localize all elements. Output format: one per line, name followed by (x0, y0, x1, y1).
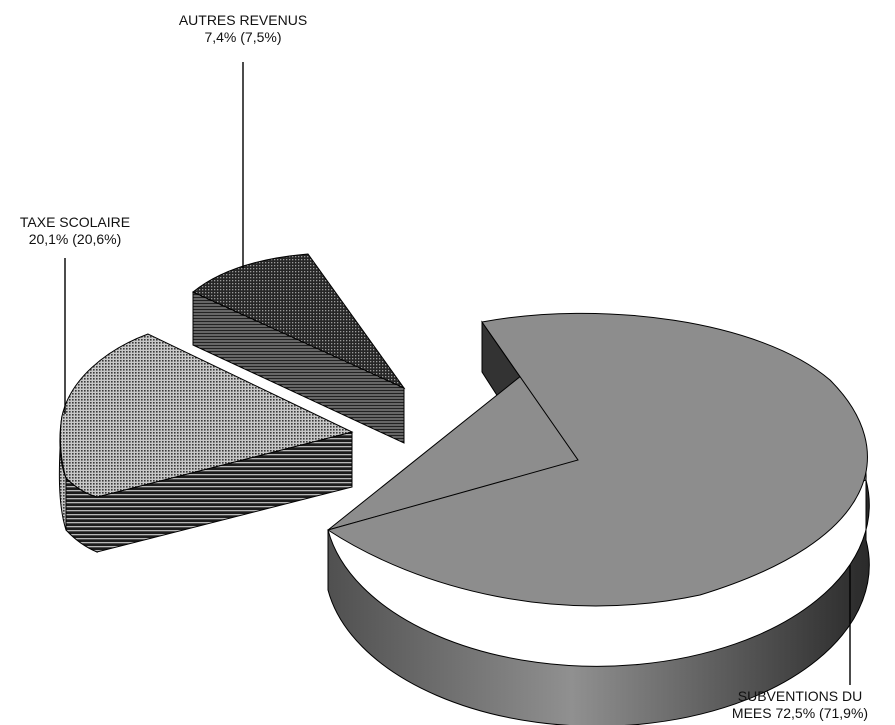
slice-autres-revenus (192, 253, 406, 444)
slice-subventions-du-mees (326, 312, 870, 725)
slice-taxe-scolaire (58, 333, 354, 553)
label-subventions-value: MEES 72,5% (71,9%) (731, 705, 869, 721)
label-subventions: SUBVENTIONS DU MEES 72,5% (71,9%) (706, 688, 894, 722)
slice-taxe-top (59, 333, 354, 498)
slice-autres-top (192, 253, 406, 390)
label-autres-revenus: AUTRES REVENUS 7,4% (7,5%) (158, 12, 328, 46)
label-autres-revenus-name: AUTRES REVENUS (178, 12, 308, 28)
slice-subventions-top-fill (326, 312, 868, 607)
label-taxe-scolaire-name: TAXE SCOLAIRE (19, 214, 131, 230)
slice-subventions-side (327, 479, 870, 725)
label-autres-revenus-value: 7,4% (7,5%) (204, 29, 282, 45)
label-subventions-name: SUBVENTIONS DU (737, 688, 863, 704)
label-taxe-scolaire: TAXE SCOLAIRE 20,1% (20,6%) (0, 214, 150, 248)
label-taxe-scolaire-value: 20,1% (20,6%) (28, 231, 122, 247)
